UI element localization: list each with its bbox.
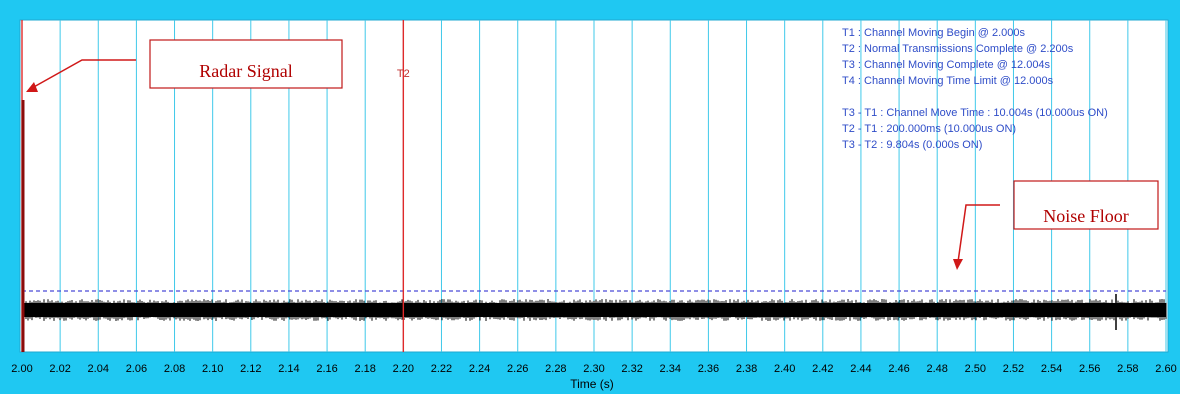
noise-floor-callout-box (1013, 180, 1159, 230)
x-tick-label: 2.36 (698, 363, 719, 375)
noise-floor-arrow (957, 204, 1000, 263)
x-tick-label: 2.58 (1117, 363, 1138, 375)
x-tick-labels: 2.00 2.02 2.04 2.06 2.08 2.10 2.12 2.14 2.16 2.18… (11, 363, 1176, 375)
info-line: T2 - T1 : 200.000ms (10.000us ON) (842, 123, 1016, 135)
x-tick-label: 2.60 (1155, 363, 1176, 375)
x-tick-label: 2.08 (164, 363, 185, 375)
x-tick-label: 2.42 (812, 363, 833, 375)
info-line: T2 : Normal Transmissions Complete @ 2.2… (842, 43, 1074, 55)
info-line: T3 - T2 : 9.804s (0.000s ON) (842, 139, 982, 151)
info-panel: T1 : Channel Moving Begin @ 2.000s T2 : N… (842, 27, 1108, 151)
x-tick-label: 2.48 (926, 363, 947, 375)
radar-signal-callout-box (149, 39, 343, 89)
x-tick-label: 2.50 (965, 363, 986, 375)
x-tick-label: 2.16 (316, 363, 337, 375)
x-tick-label: 2.14 (278, 363, 299, 375)
x-tick-label: 2.56 (1079, 363, 1100, 375)
x-tick-label: 2.34 (660, 363, 681, 375)
info-line: T1 : Channel Moving Begin @ 2.000s (842, 27, 1025, 39)
x-tick-label: 2.04 (88, 363, 109, 375)
x-tick-label: 2.28 (545, 363, 566, 375)
marker-label-t2: T2 (397, 68, 410, 80)
x-axis-title: Time (s) (570, 377, 614, 391)
x-tick-label: 2.02 (49, 363, 70, 375)
marker-lines: T2 (21, 20, 410, 352)
radar-signal-callout-text: Radar Signal (199, 61, 292, 81)
x-tick-label: 2.32 (621, 363, 642, 375)
x-tick-label: 2.20 (393, 363, 414, 375)
x-tick-label: 2.12 (240, 363, 261, 375)
info-line: T4 : Channel Moving Time Limit @ 12.000s (842, 75, 1054, 87)
x-tick-label: 2.52 (1003, 363, 1024, 375)
x-tick-label: 2.54 (1041, 363, 1062, 375)
radar-signal-arrow (31, 59, 136, 89)
noise-trace (21, 294, 1167, 330)
info-line: T3 : Channel Moving Complete @ 12.004s (842, 59, 1051, 71)
x-tick-label: 2.22 (431, 363, 452, 375)
x-tick-label: 2.44 (850, 363, 871, 375)
x-tick-label: 2.10 (202, 363, 223, 375)
x-tick-label: 2.38 (736, 363, 757, 375)
x-tick-label: 2.40 (774, 363, 795, 375)
radar-signal-arrowhead (26, 82, 38, 92)
x-tick-label: 2.26 (507, 363, 528, 375)
x-tick-label: 2.46 (888, 363, 909, 375)
noise-floor-arrowhead (953, 259, 963, 270)
x-tick-label: 2.24 (469, 363, 490, 375)
x-tick-label: 2.00 (11, 363, 32, 375)
noise-floor-callout-text: Noise Floor (1043, 206, 1129, 226)
info-line: T3 - T1 : Channel Move Time : 10.004s (1… (842, 107, 1108, 119)
x-tick-label: 2.30 (583, 363, 604, 375)
x-tick-label: 2.06 (126, 363, 147, 375)
x-tick-label: 2.18 (354, 363, 375, 375)
